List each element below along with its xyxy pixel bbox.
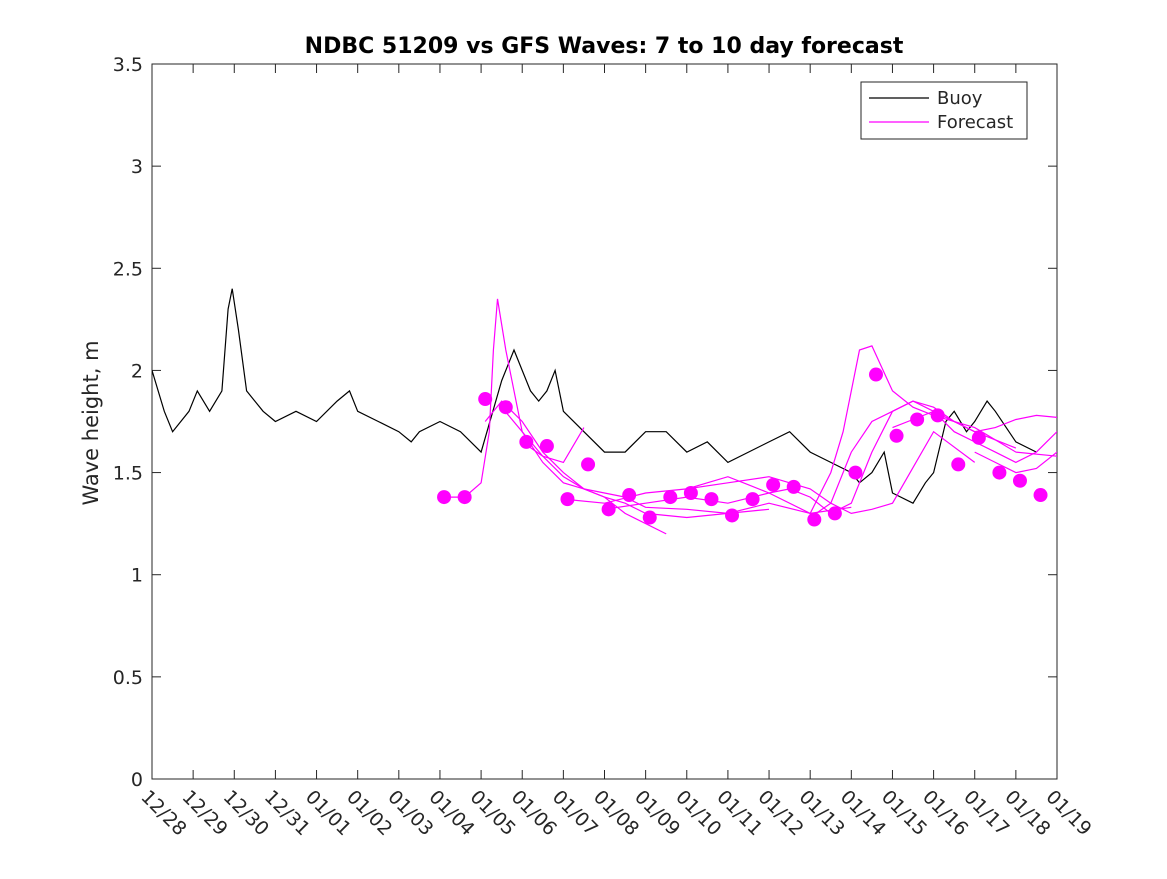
buoy-line <box>152 288 1037 504</box>
forecast-marker <box>498 400 513 415</box>
y-tick-label: 1 <box>131 565 143 587</box>
forecast-marker <box>581 457 596 472</box>
forecast-marker <box>663 490 678 505</box>
forecast-marker <box>971 430 986 445</box>
data-layer <box>152 288 1057 535</box>
forecast-line-4 <box>521 441 852 515</box>
y-tick-label: 3.5 <box>113 54 143 76</box>
forecast-marker <box>683 486 698 500</box>
forecast-marker <box>827 506 842 521</box>
forecast-marker <box>519 434 534 449</box>
legend-box <box>860 81 1028 140</box>
forecast-marker <box>601 502 616 517</box>
forecast-line-3 <box>501 406 770 519</box>
forecast-marker <box>478 392 493 407</box>
forecast-marker <box>807 512 822 527</box>
y-tick-label: 0.5 <box>113 667 143 689</box>
forecast-marker <box>539 439 554 454</box>
forecast-marker <box>1033 488 1048 503</box>
forecast-marker <box>622 488 637 503</box>
forecast-marker <box>889 428 904 443</box>
forecast-marker <box>910 412 925 427</box>
forecast-marker <box>560 492 575 507</box>
y-tick-label: 0 <box>131 769 143 791</box>
forecast-marker <box>869 367 883 382</box>
forecast-marker <box>1012 473 1027 488</box>
y-tick-label: 1.5 <box>113 463 143 485</box>
forecast-marker <box>437 490 452 505</box>
y-tick-label: 3 <box>131 156 143 178</box>
forecast-marker <box>848 465 863 480</box>
forecast-marker <box>745 492 760 507</box>
forecast-marker <box>930 408 945 423</box>
forecast-line-7 <box>686 345 1057 515</box>
legend-label-forecast: Forecast <box>937 112 1013 133</box>
forecast-line-5 <box>563 430 976 515</box>
forecast-marker <box>704 492 719 507</box>
forecast-line-8 <box>809 400 1057 518</box>
forecast-marker <box>786 479 801 494</box>
legend-label-buoy: Buoy <box>937 88 983 109</box>
y-axis-label: Wave height, m <box>79 340 103 505</box>
forecast-marker <box>992 465 1007 480</box>
forecast-marker <box>951 457 966 472</box>
forecast-marker <box>766 477 781 492</box>
forecast-line-10 <box>974 451 1057 474</box>
legend: Buoy Forecast <box>860 81 1028 140</box>
y-tick-label: 2 <box>131 360 143 382</box>
chart-title: NDBC 51209 vs GFS Waves: 7 to 10 day for… <box>305 34 904 59</box>
forecast-marker <box>642 510 657 525</box>
forecast-marker <box>725 508 740 523</box>
forecast-marker <box>457 490 472 505</box>
y-tick-label: 2.5 <box>113 258 143 280</box>
